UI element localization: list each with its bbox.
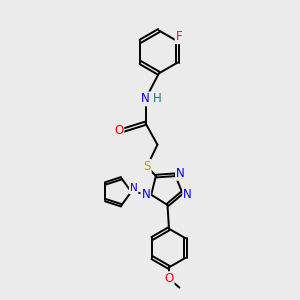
Text: O: O — [164, 272, 174, 285]
Text: N: N — [176, 167, 185, 180]
Text: F: F — [176, 30, 182, 43]
Text: H: H — [152, 92, 161, 105]
Text: N: N — [141, 92, 150, 105]
Text: S: S — [143, 160, 151, 173]
Text: O: O — [114, 124, 123, 137]
Text: N: N — [142, 188, 150, 201]
Text: N: N — [183, 188, 192, 201]
Text: N: N — [130, 183, 137, 193]
